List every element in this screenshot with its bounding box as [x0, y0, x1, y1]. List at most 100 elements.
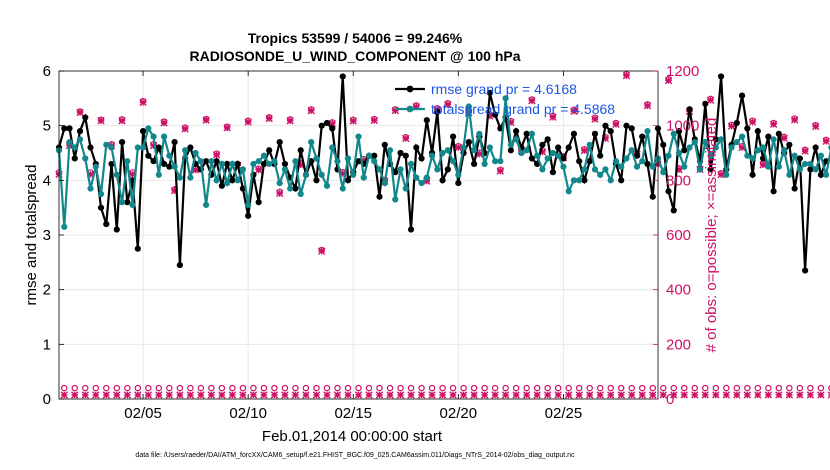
- rmse-point: [639, 133, 646, 140]
- totalspread-point: [470, 147, 478, 154]
- rmse-point: [71, 155, 78, 162]
- obs-possible-point: [61, 384, 68, 392]
- obs-assimilated-point: [617, 391, 625, 399]
- totalspread-point: [82, 155, 89, 162]
- rmse-point: [160, 160, 168, 168]
- obs-possible-point: [134, 384, 142, 392]
- rmse-point: [586, 158, 593, 165]
- totalspread-point: [355, 133, 362, 140]
- obs-assimilated-point: [549, 113, 557, 121]
- totalspread-point: [213, 177, 220, 184]
- totalspread-point: [150, 133, 157, 140]
- totalspread-point: [302, 171, 310, 178]
- totalspread-point: [418, 179, 425, 187]
- obs-assimilated-point: [123, 391, 132, 399]
- obs-assimilated-point: [323, 391, 331, 399]
- obs-possible-point: [407, 384, 415, 392]
- obs-possible-point: [607, 384, 614, 392]
- rmse-point: [749, 171, 756, 178]
- obs-assimilated-point: [444, 100, 452, 109]
- totalspread-point: [113, 171, 120, 178]
- obs-assimilated-point: [691, 391, 699, 399]
- totalspread-point: [581, 166, 588, 173]
- totalspread-point: [108, 144, 115, 151]
- rmse-point: [455, 179, 462, 187]
- obs-assimilated-point: [186, 391, 195, 399]
- axes: 02/05 02/10 02/15 02/20 02/25 0 1 2 3 4 5 6 0 200 400 6…: [43, 63, 700, 422]
- obs-assimilated-point: [318, 247, 326, 255]
- rmse-point: [139, 128, 147, 135]
- obs-possible-point: [323, 384, 331, 392]
- obs-possible-point: [575, 384, 583, 392]
- obs-assimilated-point: [664, 76, 673, 85]
- totalspread-point: [203, 201, 210, 209]
- obs-possible-point: [754, 384, 762, 392]
- rmse-point: [203, 158, 210, 165]
- totalspread-point: [239, 166, 247, 173]
- data-file-footer: data file: /Users/raeder/DAI/ATM_forcXX/…: [135, 452, 575, 459]
- totalspread-point: [245, 201, 252, 209]
- y-axis-left-label: rmse and totalspread: [23, 165, 40, 306]
- obs-assimilated-point: [785, 391, 794, 399]
- totalspread-point: [344, 155, 352, 162]
- rmse-point: [681, 147, 688, 154]
- obs-possible-point: [460, 384, 467, 392]
- totalspread-point: [781, 147, 788, 154]
- obs-possible-point: [744, 384, 751, 392]
- rmse-point: [539, 141, 546, 148]
- obs-assimilated-point: [459, 391, 468, 399]
- obs-possible-point: [239, 384, 247, 392]
- rmse-point: [113, 226, 120, 233]
- obs-possible-point: [723, 384, 730, 392]
- rmse-point: [439, 177, 446, 184]
- obs-assimilated-point: [312, 391, 321, 399]
- totalspread-point: [639, 158, 646, 165]
- obs-possible-point: [397, 384, 404, 392]
- obs-assimilated-point: [796, 391, 804, 399]
- totalspread-point: [449, 158, 457, 165]
- rmse-point: [187, 144, 194, 151]
- totalspread-point: [134, 144, 141, 151]
- rmse-point: [392, 169, 399, 176]
- obs-assimilated-point: [155, 391, 163, 399]
- rmse-point: [675, 128, 683, 135]
- rmse-point: [150, 158, 157, 165]
- obs-assimilated-point: [81, 391, 89, 399]
- obs-possible-point: [418, 384, 425, 392]
- obs-assimilated-point: [181, 125, 189, 133]
- totalspread-point: [696, 166, 704, 173]
- totalspread-point: [139, 144, 147, 151]
- totalspread-point: [428, 152, 436, 159]
- rmse-point: [770, 188, 777, 195]
- rmse-point: [712, 136, 719, 143]
- obs-assimilated-point: [375, 391, 384, 399]
- totalspread-point: [513, 136, 520, 143]
- obs-assimilated-point: [134, 391, 142, 399]
- obs-assimilated-point: [370, 116, 378, 125]
- totalspread-point: [444, 147, 451, 154]
- rmse-point: [528, 155, 535, 162]
- obs-possible-point: [187, 384, 194, 392]
- rmse-point: [266, 147, 273, 154]
- rmse-point: [176, 261, 183, 269]
- obs-assimilated-point: [806, 391, 815, 399]
- obs-possible-point: [92, 384, 99, 392]
- totalspread-point: [171, 163, 178, 170]
- obs-assimilated-point: [165, 391, 174, 399]
- rmse-point: [465, 138, 472, 146]
- rmse-point: [523, 130, 530, 137]
- totalspread-point: [549, 149, 557, 157]
- obs-assimilated-point: [780, 134, 788, 142]
- totalspread-point: [723, 171, 730, 178]
- rmse-point: [381, 141, 388, 148]
- totalspread-point: [623, 155, 630, 162]
- obs-assimilated-point: [612, 120, 620, 128]
- totalspread-point: [786, 171, 793, 178]
- totalspread-point: [770, 136, 777, 143]
- totalspread-point: [392, 196, 399, 203]
- rmse-point: [576, 158, 583, 165]
- obs-assimilated-point: [512, 391, 520, 399]
- totalspread-point: [728, 144, 735, 151]
- obs-assimilated-point: [496, 167, 505, 175]
- rmse-point: [507, 147, 514, 154]
